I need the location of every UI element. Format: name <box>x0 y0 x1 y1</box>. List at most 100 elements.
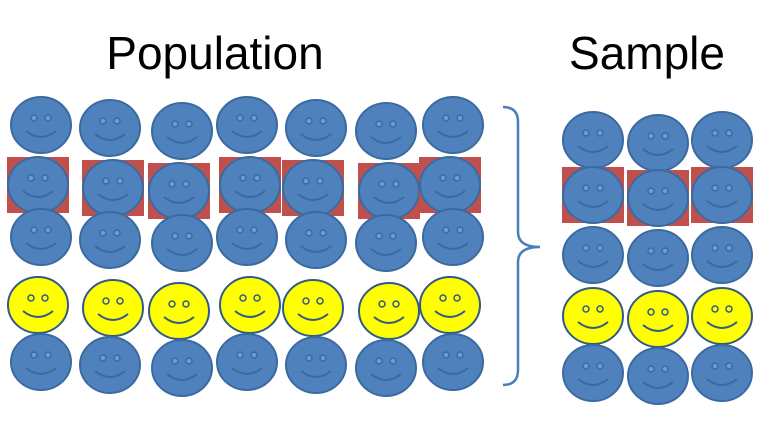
smiley <box>151 102 213 160</box>
eye <box>378 300 386 308</box>
eye <box>582 129 590 137</box>
smiley <box>355 214 417 272</box>
eye <box>185 357 193 365</box>
eye <box>661 187 669 195</box>
face <box>627 290 689 348</box>
eye <box>236 351 244 359</box>
smiley <box>79 99 141 157</box>
smiley <box>10 208 72 266</box>
smiley <box>355 102 417 160</box>
smile <box>234 190 266 198</box>
eye <box>596 184 604 192</box>
eye <box>596 129 604 137</box>
eye <box>647 308 655 316</box>
smile <box>300 133 332 141</box>
eye <box>456 351 464 359</box>
face <box>148 162 210 220</box>
smile <box>231 367 263 375</box>
smile <box>706 321 738 329</box>
face <box>419 276 481 334</box>
smile <box>642 263 674 271</box>
smile <box>166 248 198 256</box>
smiley <box>562 111 624 169</box>
eye <box>102 297 110 305</box>
eye <box>582 362 590 370</box>
smile <box>163 316 195 324</box>
smiley <box>691 226 753 284</box>
eye <box>711 305 719 313</box>
eye <box>661 132 669 140</box>
eye <box>711 129 719 137</box>
eye <box>647 247 655 255</box>
eye <box>725 362 733 370</box>
face <box>691 111 753 169</box>
eye <box>185 120 193 128</box>
smiley <box>219 156 281 214</box>
eye <box>456 226 464 234</box>
smile <box>300 245 332 253</box>
eye <box>302 297 310 305</box>
eye <box>102 177 110 185</box>
face <box>419 156 481 214</box>
eye <box>661 308 669 316</box>
eye <box>661 365 669 373</box>
smiley <box>7 276 69 334</box>
face <box>627 169 689 227</box>
smile <box>231 130 263 138</box>
smile <box>370 248 402 256</box>
eye <box>453 294 461 302</box>
smile <box>642 148 674 156</box>
smiley <box>285 99 347 157</box>
face <box>358 162 420 220</box>
face <box>282 159 344 217</box>
eye <box>711 362 719 370</box>
eye <box>253 174 261 182</box>
smile <box>94 245 126 253</box>
smiley <box>562 344 624 402</box>
smiley <box>10 333 72 391</box>
smiley <box>219 276 281 334</box>
eye <box>30 114 38 122</box>
smile <box>642 324 674 332</box>
smiley <box>282 159 344 217</box>
smiley <box>562 166 624 224</box>
eye <box>305 354 313 362</box>
eye <box>442 226 450 234</box>
face <box>691 344 753 402</box>
eye <box>305 229 313 237</box>
eye <box>168 180 176 188</box>
eye <box>236 226 244 234</box>
smile <box>577 145 609 153</box>
eye <box>116 297 124 305</box>
eye <box>113 354 121 362</box>
face <box>422 96 484 154</box>
eye <box>253 294 261 302</box>
eye <box>171 120 179 128</box>
face <box>562 344 624 402</box>
face <box>627 229 689 287</box>
eye <box>319 354 327 362</box>
smiley <box>422 96 484 154</box>
smiley <box>627 114 689 172</box>
faces <box>7 96 753 405</box>
smiley <box>691 344 753 402</box>
eye <box>375 232 383 240</box>
eye <box>44 114 52 122</box>
eye <box>185 232 193 240</box>
eye <box>30 226 38 234</box>
smiley <box>82 159 144 217</box>
smile <box>94 133 126 141</box>
eye <box>239 174 247 182</box>
smiley <box>562 226 624 284</box>
smiley <box>285 336 347 394</box>
eye <box>171 232 179 240</box>
face <box>79 336 141 394</box>
face <box>627 347 689 405</box>
eye <box>113 229 121 237</box>
eye <box>389 120 397 128</box>
smile <box>577 321 609 329</box>
eye <box>302 177 310 185</box>
smile <box>231 242 263 250</box>
smiley <box>358 162 420 220</box>
